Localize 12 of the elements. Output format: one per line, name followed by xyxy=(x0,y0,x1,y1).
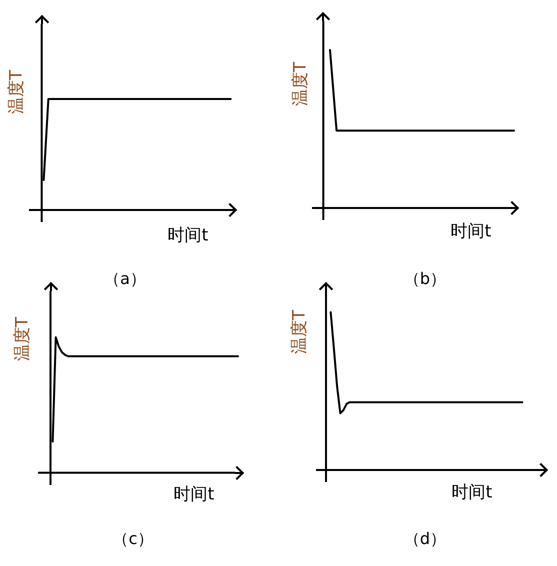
x-axis-title: 时间t xyxy=(450,221,492,242)
text: （d） xyxy=(404,529,446,548)
y-axis-title: 温度T xyxy=(6,69,26,114)
text: （c） xyxy=(112,529,154,548)
x-axis-title: 时间t xyxy=(168,225,209,246)
y-axis-title: 温度T xyxy=(290,61,310,106)
y-axis-title: 温度T xyxy=(289,309,310,354)
x-axis-title: 时间t xyxy=(452,482,493,502)
text: （b） xyxy=(404,269,446,288)
y-axis-title: 温度T xyxy=(12,316,32,362)
x-axis-title: 时间t xyxy=(174,484,215,504)
text: （a） xyxy=(104,269,146,288)
